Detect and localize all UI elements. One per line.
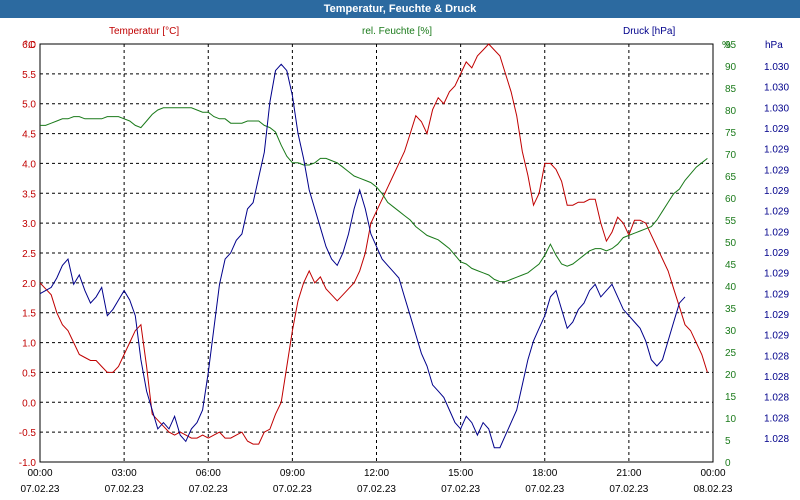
tick-right: 1.029 xyxy=(764,227,789,238)
tick-right: 1.029 xyxy=(764,269,789,280)
tick-left: 5.0 xyxy=(22,100,36,111)
tick-left: 4.0 xyxy=(22,159,36,170)
tick-left: -0.5 xyxy=(19,428,37,439)
series-line-1 xyxy=(40,107,708,283)
axis-right-ticks: 1.028 1.028 1.028 1.028 1.028 1.029 1.029 1.029… xyxy=(764,62,789,445)
tick-mid: 55 xyxy=(725,216,737,227)
series-line-2 xyxy=(39,63,686,449)
tick-right: 1.028 xyxy=(764,372,789,383)
tick-mid: 0 xyxy=(725,458,731,469)
tick-x-time: 21:00 xyxy=(616,468,641,479)
tick-left: -1.0 xyxy=(19,458,37,469)
tick-x-date: 07.02.23 xyxy=(525,484,564,495)
chart-area: Temperatur [°C] rel. Feuchte [%] Druck [… xyxy=(19,26,790,495)
tick-right: 1.030 xyxy=(764,103,789,114)
tick-mid: 20 xyxy=(725,370,737,381)
tick-mid: 90 xyxy=(725,62,737,73)
tick-mid: 15 xyxy=(725,392,737,403)
tick-left: 0.0 xyxy=(22,398,36,409)
tick-right: 1.029 xyxy=(764,248,789,259)
chart-title: Temperatur, Feuchte & Druck xyxy=(0,0,800,18)
tick-left: 5.5 xyxy=(22,70,36,81)
legend-humidity: rel. Feuchte [%] xyxy=(362,26,432,37)
tick-mid: 70 xyxy=(725,150,737,161)
tick-right: 1.029 xyxy=(764,331,789,342)
tick-left: 0.5 xyxy=(22,368,36,379)
tick-x-date: 08.02.23 xyxy=(694,484,733,495)
legend-pressure: Druck [hPa] xyxy=(623,26,675,37)
tick-right: 1.030 xyxy=(764,62,789,73)
tick-x-time: 18:00 xyxy=(532,468,557,479)
tick-mid: 80 xyxy=(725,106,737,117)
tick-left: 2.0 xyxy=(22,279,36,290)
tick-right: 1.028 xyxy=(764,393,789,404)
tick-left: 3.5 xyxy=(22,189,36,200)
axis-left-ticks: -1.0 -0.5 0.0 0.5 1.0 1.5 2.0 2.5 3.0 3.5 4.0 4.5 5.… xyxy=(19,40,37,469)
unit-left: °C xyxy=(24,40,35,51)
tick-x-time: 00:00 xyxy=(27,468,52,479)
tick-mid: 85 xyxy=(725,84,737,95)
tick-mid: 65 xyxy=(725,172,737,183)
tick-x-date: 07.02.23 xyxy=(357,484,396,495)
tick-mid: 35 xyxy=(725,304,737,315)
tick-right: 1.029 xyxy=(764,310,789,321)
tick-x-date: 07.02.23 xyxy=(609,484,648,495)
tick-left: 1.0 xyxy=(22,339,36,350)
tick-right: 1.029 xyxy=(764,165,789,176)
tick-mid: 10 xyxy=(725,414,737,425)
tick-mid: 75 xyxy=(725,128,737,139)
tick-x-time: 00:00 xyxy=(700,468,725,479)
tick-mid: 25 xyxy=(725,348,737,359)
tick-right: 1.028 xyxy=(764,351,789,362)
axis-x-ticks: 00:00 07.02.23 03:00 07.02.23 06:00 07.02.23 0… xyxy=(21,468,733,495)
tick-x-date: 07.02.23 xyxy=(105,484,144,495)
series-lines xyxy=(39,43,708,449)
tick-x-date: 07.02.23 xyxy=(441,484,480,495)
tick-mid: 5 xyxy=(725,436,731,447)
tick-left: 1.5 xyxy=(22,309,36,320)
tick-right: 1.030 xyxy=(764,83,789,94)
tick-mid: 60 xyxy=(725,194,737,205)
axis-mid-ticks: 0 5 10 15 20 25 30 35 40 45 50 55 60 65 70 75 80 85 90 95 xyxy=(725,40,737,469)
tick-right: 1.028 xyxy=(764,434,789,445)
tick-right: 1.028 xyxy=(764,413,789,424)
tick-x-date: 07.02.23 xyxy=(189,484,228,495)
tick-mid: 40 xyxy=(725,282,737,293)
tick-x-time: 15:00 xyxy=(448,468,473,479)
unit-right: hPa xyxy=(765,40,783,51)
tick-x-date: 07.02.23 xyxy=(273,484,312,495)
tick-mid: 50 xyxy=(725,238,737,249)
tick-right: 1.029 xyxy=(764,145,789,156)
tick-right: 1.029 xyxy=(764,186,789,197)
tick-right: 1.029 xyxy=(764,289,789,300)
tick-left: 4.5 xyxy=(22,130,36,141)
legend-temperature: Temperatur [°C] xyxy=(109,26,179,37)
tick-x-time: 12:00 xyxy=(364,468,389,479)
tick-x-time: 06:00 xyxy=(196,468,221,479)
unit-mid: % xyxy=(722,40,731,51)
tick-mid: 95 xyxy=(725,40,737,51)
tick-left: 3.0 xyxy=(22,219,36,230)
grid xyxy=(40,44,713,462)
tick-right: 1.029 xyxy=(764,124,789,135)
tick-mid: 30 xyxy=(725,326,737,337)
tick-x-time: 09:00 xyxy=(280,468,305,479)
tick-mid: 45 xyxy=(725,260,737,271)
tick-x-date: 07.02.23 xyxy=(21,484,60,495)
tick-right: 1.029 xyxy=(764,207,789,218)
tick-left: 2.5 xyxy=(22,249,36,260)
tick-x-time: 03:00 xyxy=(112,468,137,479)
tick-left: 6.0 xyxy=(22,40,36,51)
